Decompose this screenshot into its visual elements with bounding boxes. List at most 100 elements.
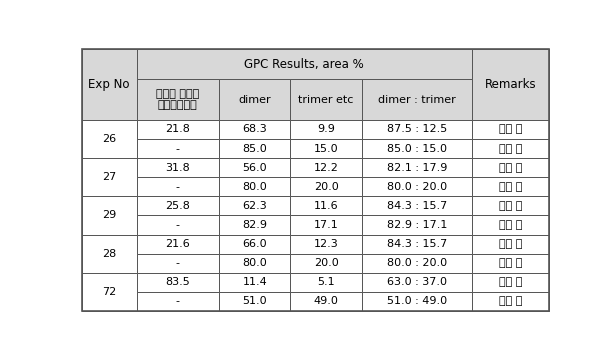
Bar bbox=[137, 273, 219, 292]
Bar bbox=[82, 158, 137, 196]
Text: 25.8: 25.8 bbox=[165, 201, 190, 211]
Text: -: - bbox=[176, 144, 180, 154]
Bar bbox=[472, 273, 549, 292]
Bar bbox=[472, 196, 549, 216]
Bar bbox=[82, 235, 137, 273]
Text: 84.3 : 15.7: 84.3 : 15.7 bbox=[387, 239, 447, 249]
Bar bbox=[137, 216, 219, 235]
Bar bbox=[472, 235, 549, 254]
Text: 85.0 : 15.0: 85.0 : 15.0 bbox=[387, 144, 447, 154]
Text: 28: 28 bbox=[102, 249, 116, 259]
Text: 9.9: 9.9 bbox=[317, 125, 335, 135]
Bar bbox=[472, 49, 549, 120]
Bar bbox=[219, 254, 290, 273]
Text: 85.0: 85.0 bbox=[242, 144, 267, 154]
Text: 56.0: 56.0 bbox=[242, 163, 267, 173]
Bar bbox=[290, 235, 362, 254]
Text: 80.0: 80.0 bbox=[242, 182, 267, 192]
Bar bbox=[137, 49, 472, 79]
Bar bbox=[290, 158, 362, 177]
Text: 증류 후: 증류 후 bbox=[499, 220, 522, 230]
Bar bbox=[219, 292, 290, 311]
Text: 20.0: 20.0 bbox=[314, 258, 338, 268]
Text: 21.8: 21.8 bbox=[165, 125, 190, 135]
Bar bbox=[219, 177, 290, 196]
Text: Remarks: Remarks bbox=[485, 78, 536, 91]
Bar bbox=[362, 139, 472, 158]
Bar bbox=[362, 79, 472, 120]
Text: 63.0 : 37.0: 63.0 : 37.0 bbox=[387, 277, 447, 287]
Bar bbox=[362, 216, 472, 235]
Bar bbox=[219, 196, 290, 216]
Bar bbox=[290, 196, 362, 216]
Bar bbox=[472, 254, 549, 273]
Text: 31.8: 31.8 bbox=[165, 163, 190, 173]
Bar bbox=[362, 235, 472, 254]
Bar bbox=[137, 79, 219, 120]
Bar bbox=[472, 120, 549, 139]
Bar bbox=[219, 79, 290, 120]
Text: 87.5 : 12.5: 87.5 : 12.5 bbox=[387, 125, 447, 135]
Text: trimer etc: trimer etc bbox=[298, 95, 354, 105]
Text: 11.4: 11.4 bbox=[242, 277, 267, 287]
Bar bbox=[219, 120, 290, 139]
Text: 증류 전: 증류 전 bbox=[499, 201, 522, 211]
Text: 12.2: 12.2 bbox=[314, 163, 339, 173]
Bar bbox=[82, 273, 137, 311]
Text: 5.1: 5.1 bbox=[317, 277, 335, 287]
Bar bbox=[137, 139, 219, 158]
Bar bbox=[290, 254, 362, 273]
Text: 증류 후: 증류 후 bbox=[499, 144, 522, 154]
Text: 증류 전: 증류 전 bbox=[499, 125, 522, 135]
Text: 49.0: 49.0 bbox=[314, 296, 339, 307]
Text: 72: 72 bbox=[102, 287, 116, 297]
Text: 66.0: 66.0 bbox=[242, 239, 267, 249]
Bar bbox=[290, 273, 362, 292]
Text: 증류 전: 증류 전 bbox=[499, 277, 522, 287]
Bar bbox=[472, 292, 549, 311]
Bar bbox=[137, 158, 219, 177]
Text: -: - bbox=[176, 258, 180, 268]
Text: -: - bbox=[176, 182, 180, 192]
Text: dimer : trimer: dimer : trimer bbox=[378, 95, 456, 105]
Text: 증류 전: 증류 전 bbox=[499, 239, 522, 249]
Text: 미반응 지방산
메틸에스테르: 미반응 지방산 메틸에스테르 bbox=[156, 89, 199, 110]
Bar bbox=[137, 120, 219, 139]
Bar bbox=[137, 235, 219, 254]
Bar bbox=[219, 273, 290, 292]
Text: 62.3: 62.3 bbox=[242, 201, 267, 211]
Text: -: - bbox=[176, 296, 180, 307]
Text: 증류 전: 증류 전 bbox=[499, 163, 522, 173]
Bar bbox=[362, 177, 472, 196]
Bar bbox=[290, 79, 362, 120]
Bar bbox=[472, 216, 549, 235]
Text: 80.0 : 20.0: 80.0 : 20.0 bbox=[387, 258, 447, 268]
Bar bbox=[219, 158, 290, 177]
Text: 51.0 : 49.0: 51.0 : 49.0 bbox=[387, 296, 447, 307]
Bar bbox=[472, 158, 549, 177]
Bar bbox=[290, 120, 362, 139]
Bar bbox=[362, 120, 472, 139]
Bar bbox=[362, 292, 472, 311]
Text: 82.9: 82.9 bbox=[242, 220, 268, 230]
Text: 26: 26 bbox=[102, 134, 116, 144]
Text: 17.1: 17.1 bbox=[314, 220, 338, 230]
Text: 증류 후: 증류 후 bbox=[499, 258, 522, 268]
Text: -: - bbox=[176, 220, 180, 230]
Text: 21.6: 21.6 bbox=[165, 239, 190, 249]
Text: 51.0: 51.0 bbox=[242, 296, 267, 307]
Text: 82.1 : 17.9: 82.1 : 17.9 bbox=[387, 163, 447, 173]
Bar bbox=[137, 196, 219, 216]
Bar bbox=[219, 216, 290, 235]
Text: 15.0: 15.0 bbox=[314, 144, 338, 154]
Text: 83.5: 83.5 bbox=[165, 277, 190, 287]
Text: 80.0 : 20.0: 80.0 : 20.0 bbox=[387, 182, 447, 192]
Bar bbox=[82, 196, 137, 235]
Text: 증류 후: 증류 후 bbox=[499, 296, 522, 307]
Bar bbox=[82, 120, 137, 158]
Text: 11.6: 11.6 bbox=[314, 201, 338, 211]
Text: GPC Results, area %: GPC Results, area % bbox=[244, 58, 364, 71]
Text: 82.9 : 17.1: 82.9 : 17.1 bbox=[387, 220, 447, 230]
Text: 80.0: 80.0 bbox=[242, 258, 267, 268]
Bar bbox=[290, 216, 362, 235]
